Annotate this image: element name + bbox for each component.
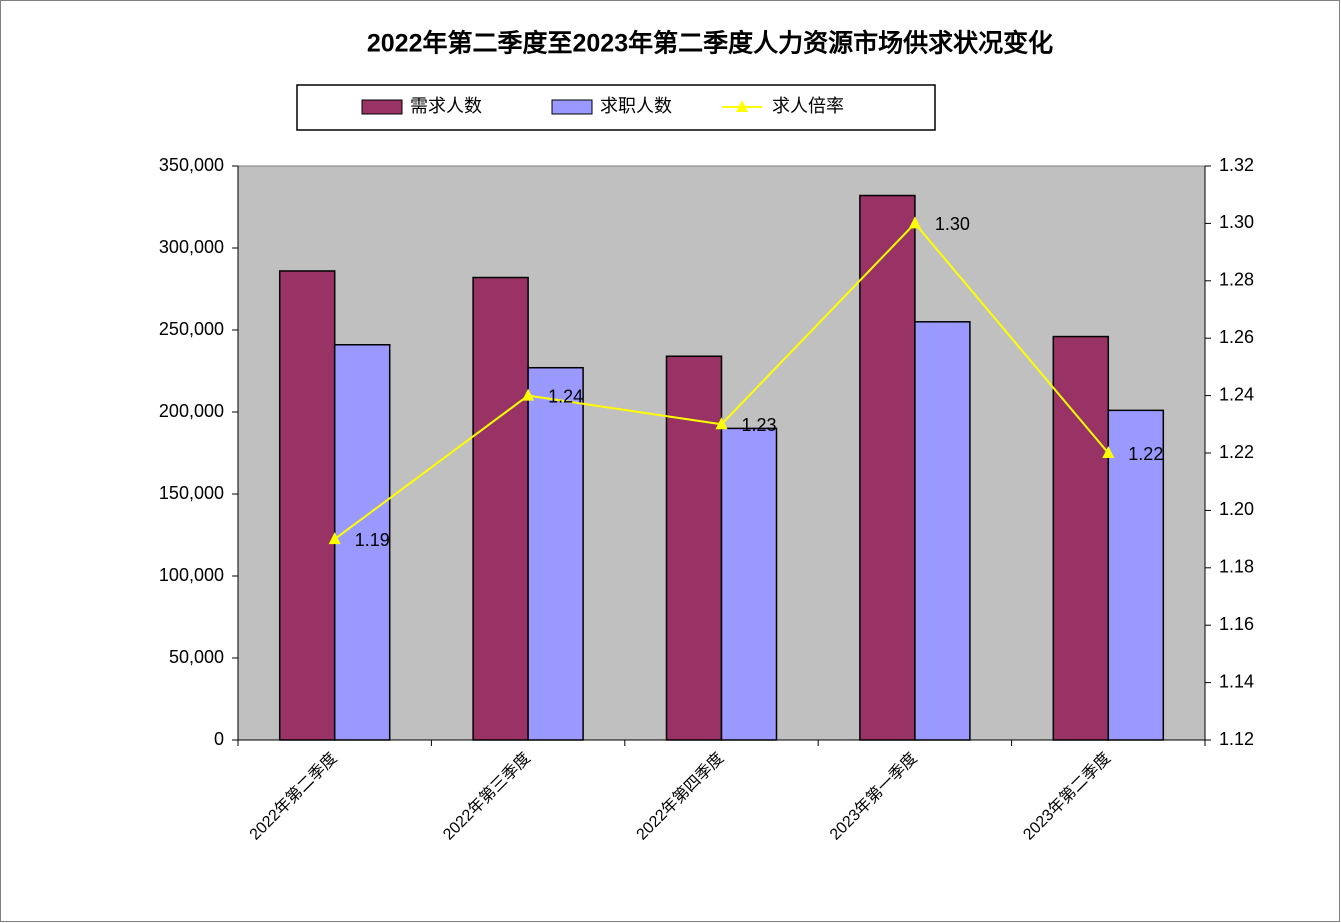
y-tick-label: 200,000: [159, 401, 224, 421]
line-marker: [328, 532, 341, 545]
legend-swatch: [361, 99, 403, 115]
line-marker: [522, 388, 535, 401]
y2-tick-label: 1.24: [1219, 384, 1254, 404]
y2-tick-label: 1.26: [1219, 327, 1254, 347]
y2-tick-label: 1.30: [1219, 212, 1254, 232]
legend-box: [296, 84, 936, 131]
legend-label: 求职人数: [600, 96, 672, 116]
y2-tick-label: 1.14: [1219, 671, 1254, 691]
y2-tick-label: 1.18: [1219, 557, 1254, 577]
bar: [1052, 335, 1110, 741]
legend-marker: [736, 100, 748, 112]
y-tick-label: 50,000: [169, 647, 224, 667]
bar: [333, 344, 391, 741]
y2-tick-label: 1.32: [1219, 155, 1254, 175]
data-label: 1.22: [1128, 444, 1163, 464]
y-tick-label: 300,000: [159, 237, 224, 257]
bar: [278, 270, 336, 741]
y2-tick-label: 1.12: [1219, 729, 1254, 749]
y-tick-label: 350,000: [159, 155, 224, 175]
bar: [472, 276, 529, 741]
bar: [859, 194, 916, 741]
chart-title: 2022年第二季度至2023年第二季度人力资源市场供求状况变化: [367, 29, 1053, 58]
y2-tick-label: 1.22: [1219, 442, 1254, 462]
data-label: 1.24: [548, 386, 583, 406]
data-label: 1.19: [355, 530, 390, 550]
y-tick-label: 100,000: [159, 565, 224, 585]
data-label: 1.30: [935, 214, 970, 234]
y2-tick-label: 1.20: [1219, 499, 1254, 519]
y-tick-label: 150,000: [159, 483, 224, 503]
bar: [720, 427, 778, 741]
bar: [665, 355, 723, 741]
line-marker: [1102, 446, 1115, 458]
y2-tick-label: 1.28: [1219, 270, 1254, 290]
y2-tick-label: 1.16: [1219, 614, 1254, 634]
y-tick-label: 0: [214, 729, 224, 749]
legend-label: 需求人数: [410, 96, 482, 116]
line-marker: [715, 417, 728, 430]
line-marker: [908, 216, 921, 229]
bar: [914, 321, 971, 741]
legend-swatch: [551, 99, 593, 115]
data-label: 1.23: [742, 415, 777, 435]
y-tick-label: 250,000: [159, 319, 224, 339]
bar: [527, 366, 584, 741]
legend-label: 求人倍率: [772, 96, 844, 116]
